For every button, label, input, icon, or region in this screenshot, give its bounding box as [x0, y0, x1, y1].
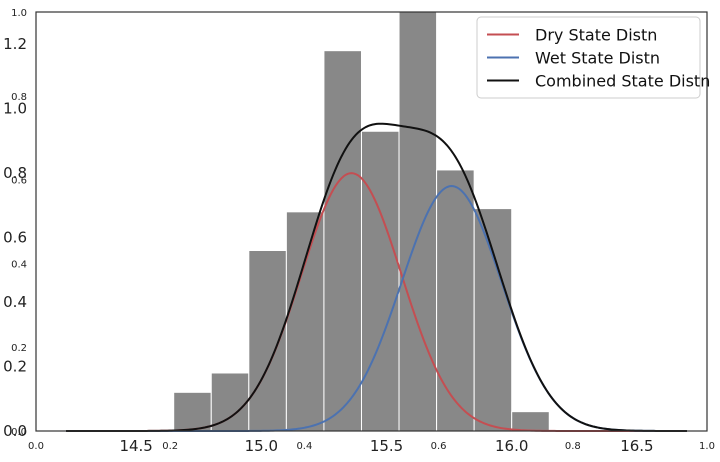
histogram-bar: [173, 391, 212, 432]
overlay-x-tick-label: 0.2: [162, 441, 178, 452]
y-tick-label: 1.2: [3, 35, 27, 53]
y-tick-label: 1.0: [3, 100, 27, 118]
overlay-y-tick-label: 0.2: [11, 343, 27, 354]
x-tick-label: 16.5: [620, 437, 653, 455]
histogram-bar: [398, 11, 438, 432]
histogram-bar: [285, 211, 325, 432]
y-tick-label: 0.6: [3, 229, 27, 247]
histogram-bar: [323, 50, 362, 432]
legend-box: [476, 16, 701, 99]
overlay-y-tick-label: 1.0: [11, 8, 27, 19]
overlay-x-tick-label: 0.8: [565, 441, 581, 452]
histogram-bar: [473, 208, 513, 432]
plot-frame: [35, 11, 708, 432]
y-tick-label: 0.0: [3, 422, 27, 440]
legend-entry: Combined State Distn: [535, 72, 710, 91]
overlay-x-tick-label: 0.6: [431, 441, 447, 452]
x-tick-label: 14.5: [119, 437, 152, 455]
x-tick-label: 15.0: [245, 437, 278, 455]
histogram-bar: [436, 169, 475, 432]
overlay-y-tick-label: 0.6: [11, 176, 27, 187]
y-tick-label: 0.2: [3, 358, 27, 376]
overlay-y-tick-label: 0.8: [11, 92, 27, 103]
y-tick-label: 0.8: [3, 164, 27, 182]
overlay-y-tick-label: 0.0: [11, 427, 27, 438]
histogram-bar: [360, 130, 400, 432]
legend-entry: Wet State Distn: [535, 49, 660, 68]
overlay-x-tick-label: 0.0: [28, 441, 44, 452]
overlay-x-tick-label: 1.0: [699, 441, 715, 452]
overlay-x-tick-label: 0.4: [296, 441, 312, 452]
overlay-y-tick-label: 0.4: [11, 259, 27, 270]
legend: Dry State Distn Wet State Distn Combined S…: [476, 16, 710, 99]
tick-labels: 14.5 15.0 15.5 16.0 16.50.00.20.40.60.81.01.…: [3, 8, 715, 455]
histogram-bars: [173, 11, 550, 432]
histogram-bar: [248, 250, 287, 432]
legend-entry: Dry State Distn: [535, 26, 657, 45]
x-tick-label: 15.5: [370, 437, 403, 455]
x-tick-label: 16.0: [495, 437, 528, 455]
y-tick-label: 0.4: [3, 293, 27, 311]
histogram-bar: [511, 411, 550, 432]
histogram-bar: [210, 372, 250, 432]
